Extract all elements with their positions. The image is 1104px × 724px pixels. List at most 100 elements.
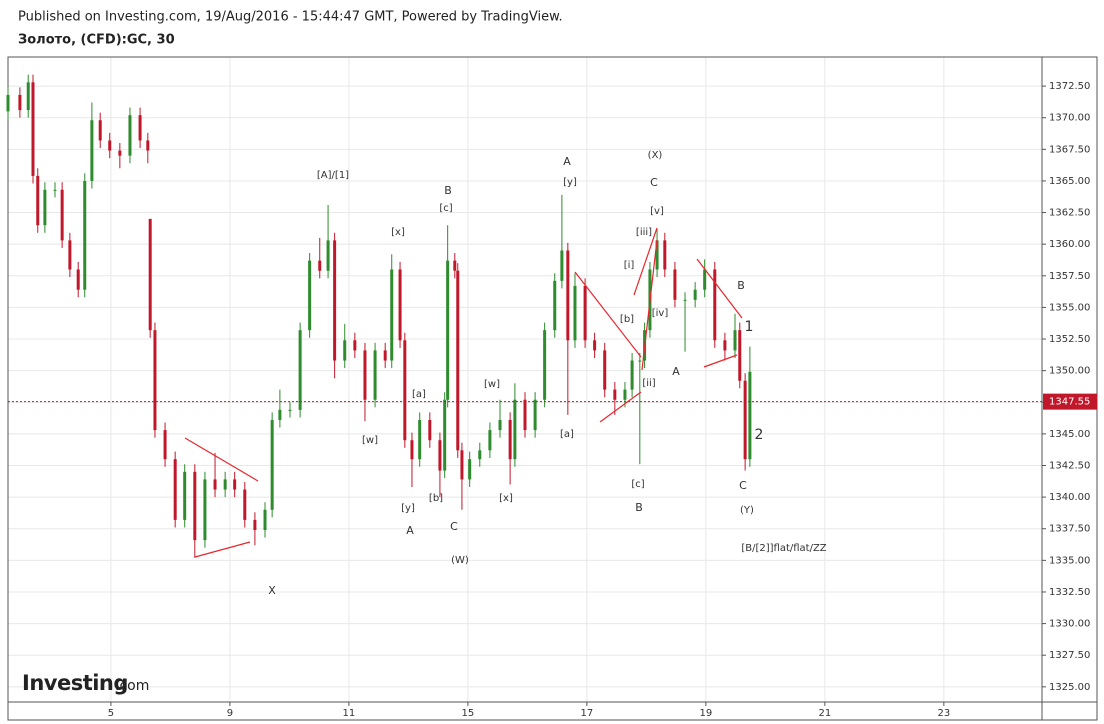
candle-body (583, 285, 587, 341)
trendline (696, 258, 743, 319)
candle-body (446, 260, 450, 400)
candle-body (153, 330, 157, 431)
candle-body (363, 350, 367, 400)
candle-body (223, 479, 227, 490)
trendline (599, 391, 642, 423)
y-tick-label: 1330.00 (1049, 619, 1090, 630)
y-tick-label: 1335.00 (1049, 555, 1090, 566)
wave-label: (X) (648, 150, 663, 161)
x-tick-label: 23 (937, 708, 950, 719)
candle-body (738, 330, 742, 381)
candle-body (213, 479, 217, 490)
x-tick-label: 21 (818, 708, 831, 719)
x-tick-label: 17 (581, 708, 594, 719)
candle-body (543, 330, 547, 400)
trendline (703, 354, 738, 368)
wave-label: [y] (401, 503, 415, 514)
candle-body (318, 260, 322, 271)
candle-body (513, 399, 517, 460)
wave-label: B (444, 184, 452, 197)
wave-label: [v] (650, 206, 664, 217)
candle-body (533, 399, 537, 431)
wave-label: [w] (484, 379, 500, 390)
candle-body (383, 350, 387, 361)
y-tick-label: 1370.00 (1049, 113, 1090, 124)
candle-body (673, 269, 677, 300)
x-tick-label: 5 (108, 708, 114, 719)
candle-body (278, 409, 282, 420)
wave-label: 2 (755, 427, 764, 443)
candle-body (488, 430, 492, 451)
candle-body (36, 175, 40, 226)
y-tick-label: 1327.50 (1049, 650, 1090, 661)
candle-body (90, 120, 94, 181)
trendline (641, 239, 658, 371)
trendline (574, 271, 642, 358)
wave-label: C (450, 520, 458, 533)
candle-body (326, 240, 330, 271)
candle-body (508, 419, 512, 460)
candle-body (128, 115, 132, 156)
wave-label: [iv] (652, 308, 669, 319)
candle-body (31, 82, 35, 176)
wave-label: [B/[2]]flat/flat/ZZ (741, 543, 826, 554)
candle-body (390, 269, 394, 361)
candle-body (43, 189, 47, 226)
x-tick-label: 11 (343, 708, 356, 719)
y-tick-label: 1360.00 (1049, 239, 1090, 250)
candle-body (743, 380, 747, 460)
y-tick-label: 1340.00 (1049, 492, 1090, 503)
candle-body (438, 440, 442, 471)
candle-body (243, 489, 247, 520)
candle-body (498, 419, 502, 431)
wave-label: C (739, 479, 747, 492)
candle-body (478, 450, 482, 460)
candle-body (410, 440, 414, 460)
y-tick-label: 1365.00 (1049, 176, 1090, 187)
x-tick-label: 9 (227, 708, 233, 719)
logo-brand: Investing (22, 671, 128, 695)
candle-body (270, 419, 274, 510)
candle-body (553, 280, 557, 331)
logo-suffix: .com (115, 678, 149, 694)
candle-body (193, 471, 197, 541)
candle-body (53, 189, 57, 191)
candle-body (428, 419, 432, 441)
candle-body (655, 240, 659, 270)
candle-body (468, 459, 472, 480)
candle-body (748, 371, 752, 460)
candle-body (703, 269, 707, 290)
candle-body (560, 250, 564, 281)
wave-label: [y] (563, 177, 577, 188)
candle-body (148, 218, 152, 331)
candle-body (630, 360, 634, 390)
wave-label: C (650, 176, 658, 189)
candle-body (68, 240, 72, 270)
y-tick-label: 1345.00 (1049, 429, 1090, 440)
wave-label: [b] (620, 314, 634, 325)
candle-body (373, 350, 377, 400)
wave-label: [x] (499, 493, 513, 504)
candle-body (723, 340, 727, 351)
wave-label: A (563, 155, 571, 168)
y-tick-label: 1337.50 (1049, 524, 1090, 535)
candle-body (108, 140, 112, 151)
candle-body (118, 150, 122, 156)
y-tick-label: 1325.00 (1049, 682, 1090, 693)
candle-body (693, 289, 697, 300)
candle-body (713, 269, 717, 341)
wave-label: [b] (429, 493, 443, 504)
candle-body (83, 180, 87, 290)
last-price-box (1043, 393, 1097, 410)
grid (8, 57, 1042, 702)
candle-body (173, 459, 177, 520)
candle-body (403, 340, 407, 441)
candle-body (76, 269, 80, 290)
candle-body (418, 419, 422, 460)
trendline (184, 437, 259, 482)
candle-body (593, 340, 597, 351)
candle-body (333, 240, 337, 361)
candle-body (253, 519, 257, 530)
wave-label: A (406, 524, 414, 537)
